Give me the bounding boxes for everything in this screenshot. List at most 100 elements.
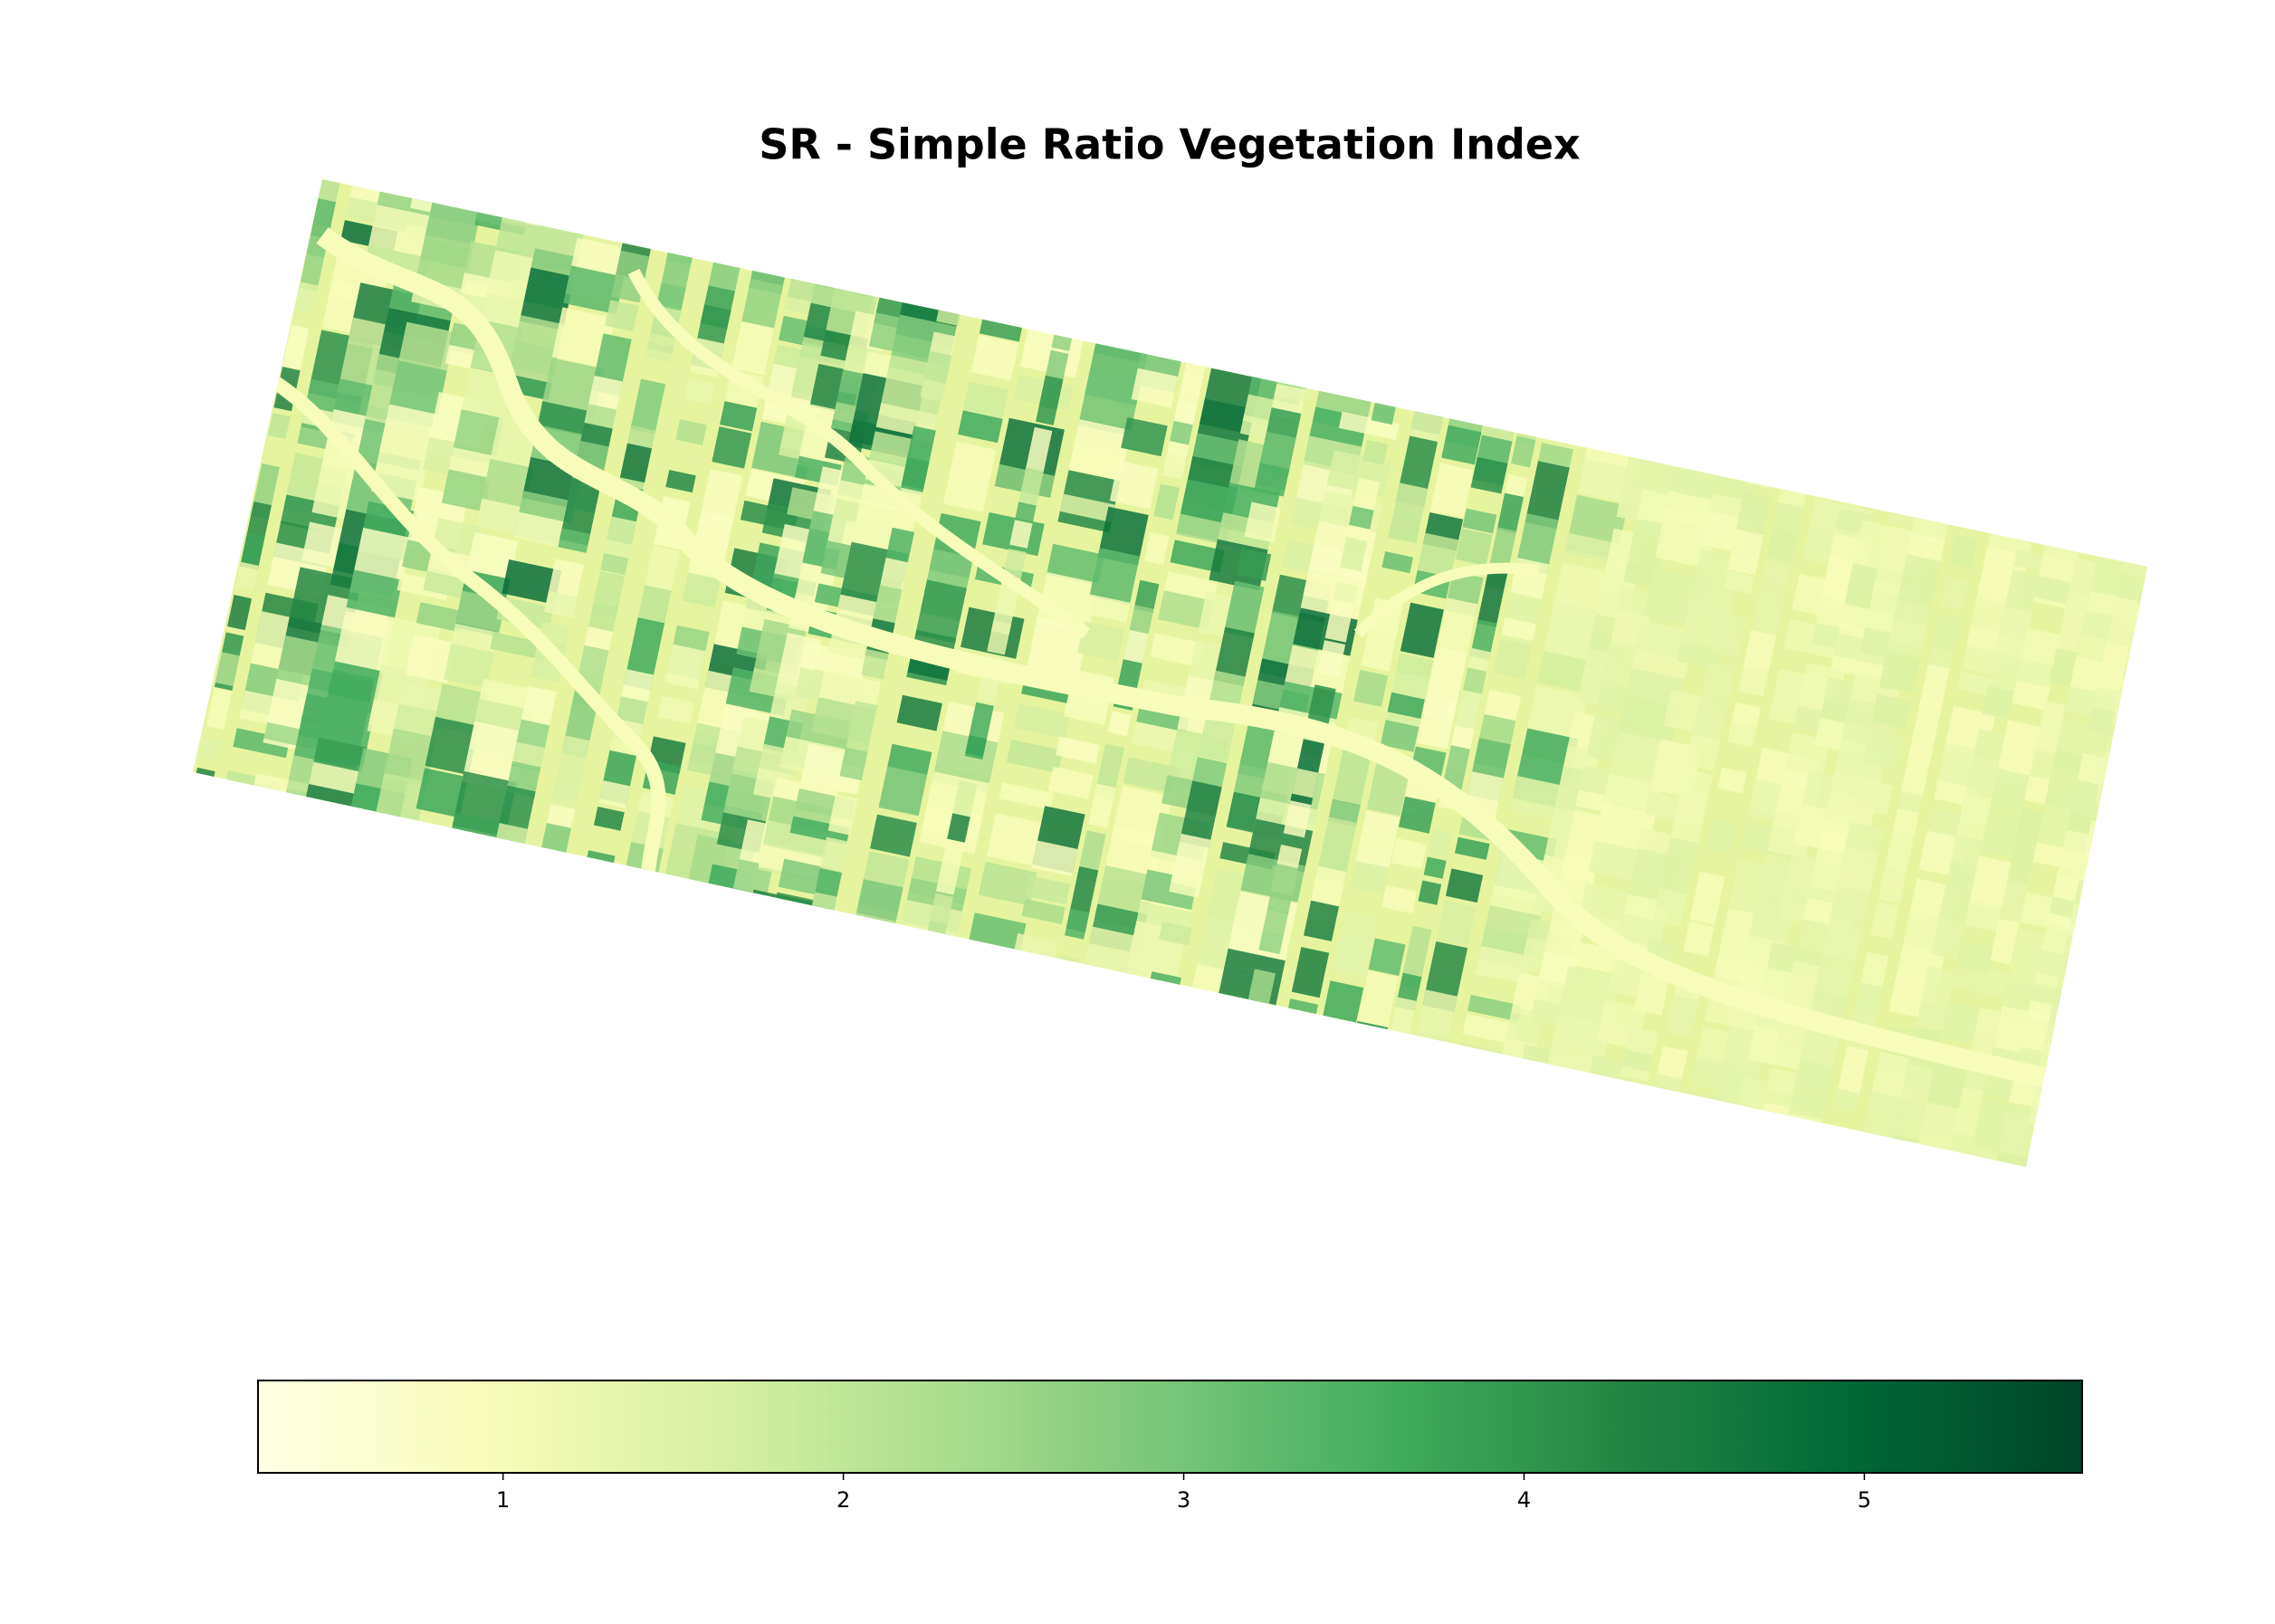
field	[1047, 543, 1105, 586]
field	[1842, 1325, 1879, 1380]
field	[1425, 1193, 1479, 1222]
field	[1264, 1064, 1305, 1128]
field	[970, 334, 1019, 381]
field	[661, 1068, 712, 1114]
field	[443, 643, 495, 689]
field	[1123, 757, 1179, 794]
field	[1845, 1192, 1892, 1225]
field	[1295, 1281, 1333, 1319]
field	[1330, 1250, 1363, 1321]
field	[502, 559, 562, 605]
field	[332, 610, 395, 681]
field	[1665, 1147, 1736, 1167]
field	[2111, 683, 2147, 736]
field	[1041, 1101, 1105, 1167]
field	[1207, 1154, 1237, 1167]
field	[1983, 1179, 2027, 1229]
field	[1717, 767, 1747, 794]
field	[334, 829, 396, 897]
field	[1750, 583, 1786, 641]
field	[900, 1020, 927, 1064]
field	[910, 1183, 969, 1228]
field	[294, 282, 319, 315]
field	[779, 1009, 812, 1066]
field	[1493, 639, 1532, 680]
field	[1691, 696, 1728, 746]
field	[933, 1078, 991, 1116]
field	[1665, 1267, 1717, 1342]
field	[861, 648, 889, 680]
field	[1877, 1305, 1917, 1346]
field	[1579, 1227, 1616, 1277]
field	[2098, 642, 2142, 686]
field	[1249, 1156, 1286, 1167]
field	[2098, 521, 2147, 564]
field	[261, 870, 331, 921]
field	[1098, 1075, 1154, 1113]
field	[2043, 1023, 2098, 1056]
field	[1400, 1274, 1462, 1342]
field	[486, 250, 539, 302]
field	[526, 1102, 562, 1147]
field	[636, 1076, 704, 1135]
field	[1265, 1247, 1306, 1295]
field	[266, 965, 319, 995]
field	[1968, 855, 2013, 912]
field	[1866, 1235, 1898, 1269]
field	[1957, 1180, 2019, 1228]
field	[1938, 898, 1970, 923]
field	[1292, 1107, 1337, 1167]
field	[1966, 1267, 2008, 1310]
field	[1400, 602, 1444, 658]
field	[1059, 493, 1115, 522]
field	[1009, 520, 1033, 549]
field	[827, 794, 858, 836]
field	[695, 1109, 769, 1167]
field	[479, 1123, 508, 1146]
field	[2034, 576, 2073, 605]
field	[1055, 1068, 1113, 1114]
field	[1311, 1199, 1350, 1245]
field	[1304, 900, 1340, 941]
field	[1369, 1239, 1404, 1266]
field	[1714, 1275, 1773, 1350]
field	[1491, 1089, 1526, 1113]
river	[627, 268, 1091, 639]
tick-label: 4	[1517, 1487, 1531, 1513]
field	[387, 1099, 447, 1146]
field	[869, 814, 917, 857]
field	[1907, 1150, 1951, 1167]
field	[1031, 840, 1078, 877]
field	[1477, 567, 1508, 627]
field	[540, 1039, 575, 1085]
field	[350, 1083, 402, 1123]
field	[1366, 762, 1410, 817]
field	[1511, 435, 1536, 468]
colorbar-fill	[257, 1380, 2083, 1474]
field	[610, 884, 655, 944]
field	[1534, 1077, 1598, 1138]
field	[863, 257, 901, 284]
field	[1077, 621, 1124, 662]
field	[951, 779, 978, 822]
field	[2101, 751, 2147, 787]
field	[356, 1024, 414, 1101]
field	[1387, 692, 1425, 720]
field	[193, 916, 251, 957]
field	[362, 821, 417, 883]
field	[1026, 426, 1053, 473]
field	[654, 875, 720, 939]
field	[1457, 1303, 1503, 1374]
field	[997, 967, 1051, 1041]
field	[193, 884, 257, 962]
field	[1172, 1171, 1238, 1221]
field	[1774, 1113, 1822, 1167]
field	[342, 951, 389, 979]
field	[1006, 739, 1064, 774]
field	[686, 1179, 753, 1220]
field	[2095, 781, 2147, 816]
field	[1391, 1324, 1452, 1386]
field	[1359, 1142, 1386, 1167]
field	[227, 595, 253, 631]
field	[961, 1136, 1016, 1167]
